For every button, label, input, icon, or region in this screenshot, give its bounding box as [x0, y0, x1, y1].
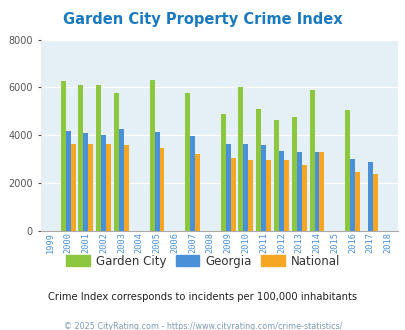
- Bar: [248, 160, 253, 231]
- Bar: [149, 80, 154, 231]
- Bar: [296, 152, 301, 231]
- Bar: [291, 117, 296, 231]
- Bar: [159, 148, 164, 231]
- Text: © 2025 CityRating.com - https://www.cityrating.com/crime-statistics/: © 2025 CityRating.com - https://www.city…: [64, 322, 341, 330]
- Bar: [220, 114, 225, 231]
- Text: Crime Index corresponds to incidents per 100,000 inhabitants: Crime Index corresponds to incidents per…: [48, 292, 357, 302]
- Bar: [114, 93, 119, 231]
- Bar: [266, 160, 271, 231]
- Bar: [154, 132, 159, 231]
- Bar: [367, 162, 372, 231]
- Bar: [230, 158, 235, 231]
- Bar: [101, 135, 106, 231]
- Bar: [70, 144, 75, 231]
- Legend: Garden City, Georgia, National: Garden City, Georgia, National: [61, 250, 344, 273]
- Bar: [256, 109, 260, 231]
- Bar: [78, 85, 83, 231]
- Bar: [88, 144, 93, 231]
- Bar: [278, 151, 283, 231]
- Bar: [119, 129, 124, 231]
- Bar: [344, 110, 349, 231]
- Bar: [309, 90, 314, 231]
- Bar: [66, 130, 70, 231]
- Bar: [243, 144, 248, 231]
- Text: Garden City Property Crime Index: Garden City Property Crime Index: [63, 12, 342, 26]
- Bar: [225, 144, 230, 231]
- Bar: [319, 152, 324, 231]
- Bar: [273, 120, 278, 231]
- Bar: [283, 160, 288, 231]
- Bar: [194, 154, 200, 231]
- Bar: [314, 152, 319, 231]
- Bar: [96, 85, 101, 231]
- Bar: [190, 137, 194, 231]
- Bar: [60, 82, 66, 231]
- Bar: [106, 144, 111, 231]
- Bar: [260, 145, 266, 231]
- Bar: [354, 172, 359, 231]
- Bar: [185, 93, 190, 231]
- Bar: [83, 133, 88, 231]
- Bar: [349, 159, 354, 231]
- Bar: [301, 165, 306, 231]
- Bar: [372, 174, 377, 231]
- Bar: [124, 145, 129, 231]
- Bar: [238, 87, 243, 231]
